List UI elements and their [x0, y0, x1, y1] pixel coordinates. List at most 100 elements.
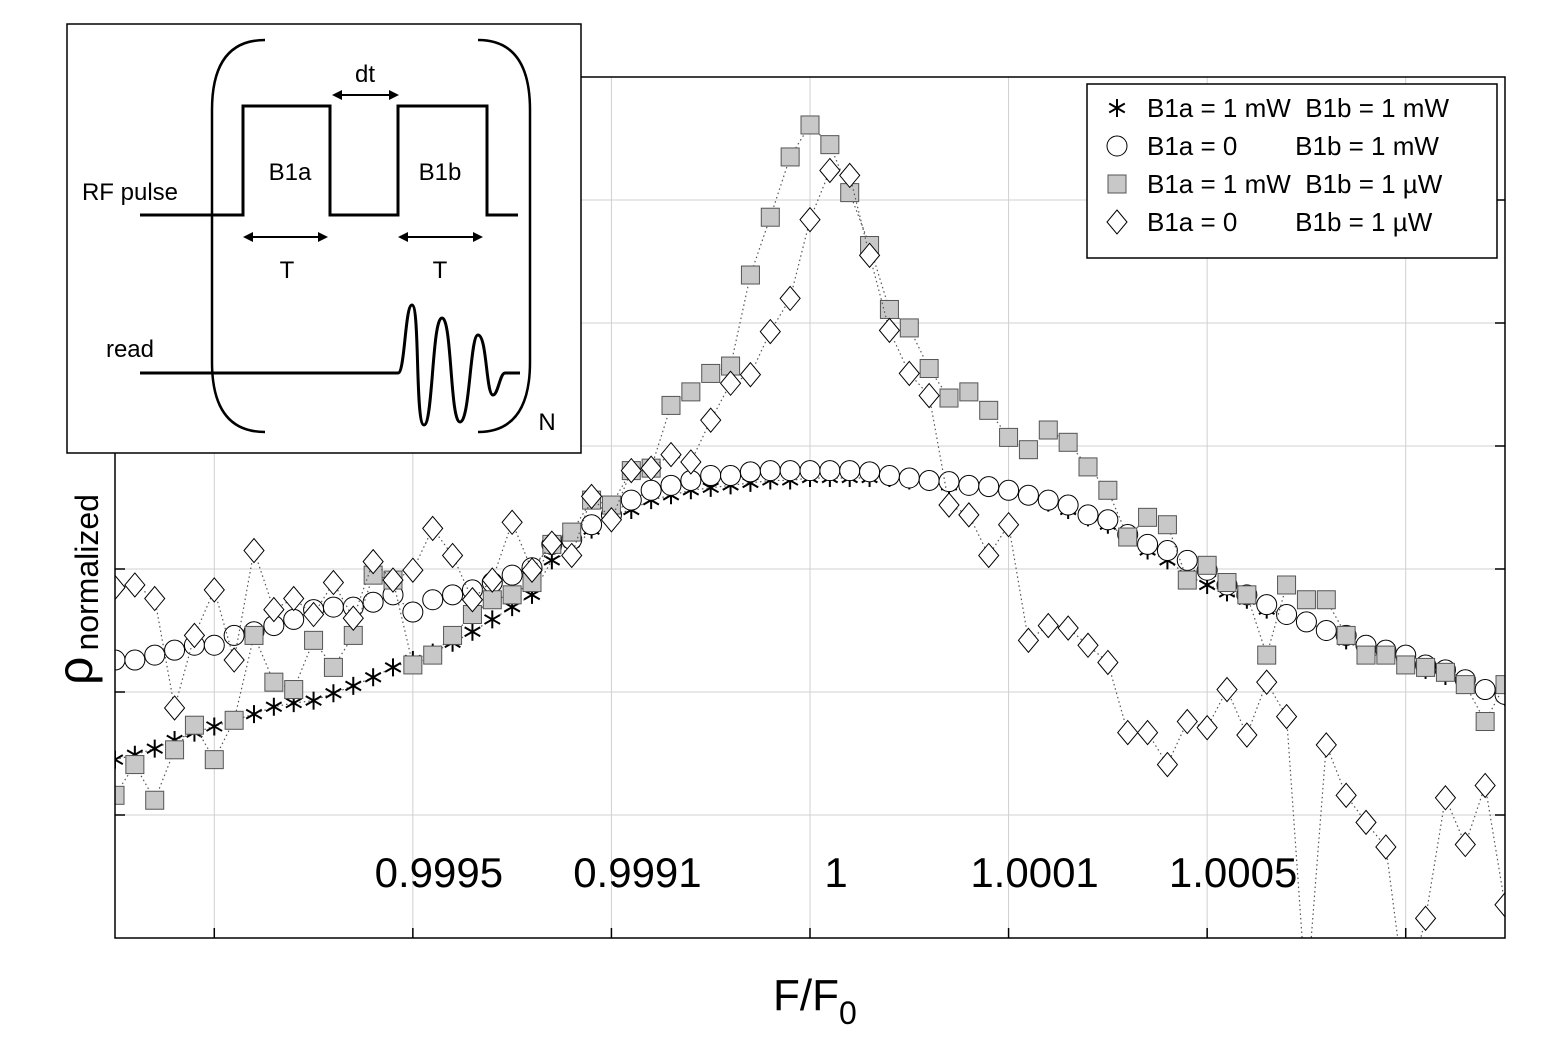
series-area — [115, 115, 1505, 938]
marker — [1157, 515, 1177, 535]
marker — [661, 395, 681, 415]
marker — [144, 585, 166, 612]
x-label-sub: 0 — [839, 995, 857, 1031]
y-label-sub: normalized — [69, 494, 105, 651]
marker — [481, 567, 503, 593]
marker — [620, 457, 642, 484]
marker — [959, 382, 979, 402]
legend-box — [1086, 83, 1498, 259]
marker — [382, 567, 404, 593]
marker — [1414, 905, 1437, 932]
marker — [422, 515, 444, 542]
marker — [1315, 620, 1337, 641]
marker — [1057, 494, 1079, 516]
marker — [265, 697, 283, 716]
marker — [1416, 657, 1436, 677]
marker — [919, 359, 939, 379]
marker — [958, 502, 980, 528]
marker — [1176, 549, 1198, 571]
marker — [1137, 533, 1159, 555]
marker — [461, 586, 484, 613]
marker — [1237, 585, 1257, 605]
marker — [245, 705, 263, 724]
marker — [115, 750, 124, 769]
marker — [780, 147, 800, 167]
marker — [184, 715, 204, 735]
marker — [1156, 540, 1178, 562]
marker — [1316, 590, 1336, 610]
marker — [163, 695, 186, 721]
marker — [1037, 489, 1059, 511]
marker — [1375, 834, 1397, 860]
marker — [124, 649, 146, 671]
marker — [779, 460, 801, 482]
marker — [203, 577, 225, 603]
marker — [998, 479, 1020, 501]
marker — [1106, 209, 1128, 235]
marker — [1097, 509, 1119, 531]
marker — [1396, 655, 1416, 675]
marker — [264, 672, 284, 692]
marker — [244, 625, 264, 645]
marker — [344, 676, 362, 695]
marker — [1355, 809, 1377, 836]
marker — [263, 596, 285, 623]
marker — [562, 522, 582, 542]
marker — [502, 585, 522, 605]
marker — [501, 509, 523, 536]
marker — [681, 382, 701, 402]
x-tick-label: 1 — [824, 849, 847, 896]
marker — [720, 465, 742, 487]
marker — [243, 537, 265, 564]
marker — [580, 483, 603, 510]
marker — [1107, 174, 1127, 194]
marker — [384, 658, 402, 677]
marker — [165, 740, 185, 760]
marker — [1276, 604, 1298, 626]
marker — [115, 785, 125, 805]
marker — [1037, 612, 1059, 639]
marker — [700, 407, 722, 433]
marker — [302, 601, 325, 628]
marker — [1118, 527, 1138, 547]
marker — [1474, 679, 1496, 701]
marker — [402, 601, 424, 623]
marker — [819, 460, 841, 482]
marker — [1018, 440, 1038, 460]
axes-frame — [114, 76, 1506, 939]
marker — [1058, 432, 1078, 452]
marker — [423, 645, 443, 665]
marker — [362, 591, 384, 613]
t-label: T — [433, 257, 448, 284]
marker — [323, 657, 343, 677]
marker — [878, 317, 901, 344]
marker — [1494, 892, 1505, 918]
marker — [938, 471, 960, 493]
legend-label: B1a = 1 mW B1b = 1 µW — [1147, 169, 1443, 199]
marker — [1315, 732, 1337, 758]
marker — [1197, 555, 1217, 575]
marker — [224, 710, 244, 730]
left-bracket — [210, 38, 266, 434]
marker — [660, 474, 682, 496]
t-label: T — [280, 257, 295, 284]
marker — [144, 644, 166, 666]
marker — [125, 755, 145, 775]
marker — [1356, 645, 1376, 665]
marker — [1017, 627, 1040, 654]
marker — [146, 739, 164, 758]
marker — [283, 608, 305, 630]
marker — [1136, 719, 1159, 746]
marker — [1376, 645, 1396, 665]
marker — [483, 610, 501, 629]
marker — [800, 115, 820, 135]
marker — [1475, 712, 1495, 732]
marker — [799, 206, 821, 233]
legend: B1a = 1 mW B1b = 1 mW B1a = 0 B1b = 1 mW B… — [1086, 83, 1498, 259]
n-label: N — [538, 409, 555, 436]
marker — [581, 514, 603, 536]
marker — [979, 400, 999, 420]
marker — [1156, 751, 1179, 778]
marker — [700, 465, 722, 487]
marker — [620, 489, 642, 511]
